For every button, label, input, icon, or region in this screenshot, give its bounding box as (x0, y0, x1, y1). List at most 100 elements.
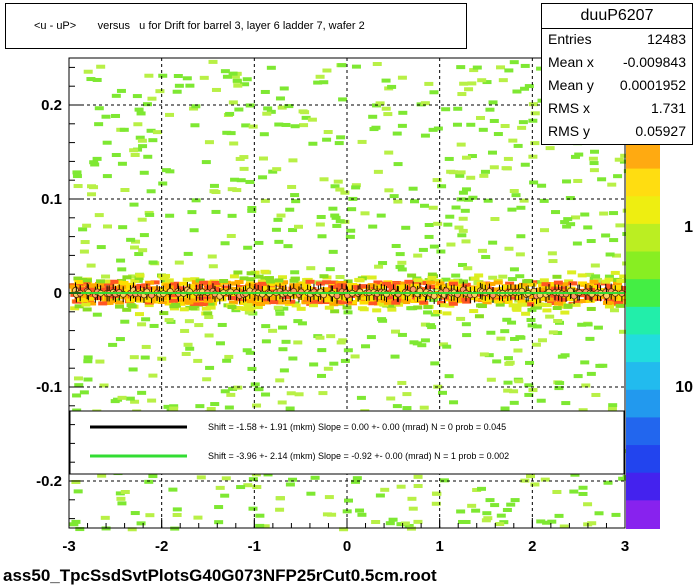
heatmap-cell (424, 234, 434, 239)
heatmap-cell (73, 184, 83, 189)
heatmap-cell (504, 246, 514, 251)
heatmap-cell (313, 80, 323, 85)
axis-ticks: -3 -2 -1 0 1 2 3 0.2 0.1 0 -0.1 -0.2 (36, 66, 629, 555)
heatmap-cell (502, 317, 512, 322)
heatmap-cell (607, 182, 617, 187)
heatmap-cell (310, 296, 320, 301)
heatmap-cell (99, 383, 109, 388)
heatmap-cell (189, 298, 199, 303)
heatmap-cell (389, 194, 399, 199)
heatmap-cell (461, 520, 471, 525)
heatmap-cell (374, 301, 384, 306)
heatmap-cell (184, 319, 194, 324)
heatmap-cell (508, 284, 518, 289)
heatmap-cell (545, 314, 555, 319)
heatmap-cell (524, 383, 534, 388)
heatmap-cell (412, 341, 422, 346)
heatmap-cell (227, 305, 237, 310)
heatmap-cell (194, 323, 204, 328)
heatmap-cell (204, 314, 214, 319)
heatmap-cell (436, 249, 446, 254)
heatmap-cell (507, 320, 517, 325)
heatmap-cell (142, 102, 152, 107)
heatmap-cell (512, 307, 522, 312)
heatmap-cell (534, 302, 544, 307)
heatmap-cell (457, 262, 467, 267)
heatmap-cell (210, 402, 220, 407)
heatmap-cell (383, 112, 393, 117)
heatmap-cell (579, 299, 589, 304)
heatmap-cell (359, 307, 369, 312)
stats-value: 0.05927 (635, 123, 686, 139)
heatmap-cell (496, 513, 506, 518)
heatmap-cell (351, 183, 361, 188)
heatmap-cell (573, 299, 583, 304)
heatmap-cell (140, 355, 150, 360)
heatmap-cell (351, 185, 361, 190)
stats-value: 12483 (647, 31, 686, 47)
heatmap-cell (80, 294, 90, 299)
heatmap-cell (217, 297, 227, 302)
heatmap-cell (247, 299, 257, 304)
heatmap-cell (485, 498, 495, 503)
heatmap-cell (323, 287, 333, 292)
heatmap-cell (526, 317, 536, 322)
heatmap-cell (152, 130, 162, 135)
heatmap-cell (288, 477, 298, 482)
heatmap-cell (406, 526, 416, 531)
heatmap-cell (334, 141, 344, 146)
heatmap-cell (176, 301, 186, 306)
heatmap-cell (536, 398, 546, 403)
heatmap-cell (567, 270, 577, 275)
heatmap-cell (428, 205, 438, 210)
heatmap-cell (508, 303, 518, 308)
heatmap-cell (151, 299, 161, 304)
heatmap-cell (330, 213, 340, 218)
heatmap-cell (87, 283, 97, 288)
heatmap-cell (520, 86, 530, 91)
heatmap-cell (397, 380, 407, 385)
stats-label: RMS y (548, 123, 590, 139)
heatmap-cell (297, 321, 307, 326)
heatmap-cell (608, 295, 618, 300)
profile-point (383, 290, 390, 298)
heatmap-cell (214, 505, 224, 510)
palette-band (626, 445, 660, 474)
heatmap-cell (618, 476, 628, 481)
heatmap-cell (208, 59, 218, 64)
heatmap-cell (552, 274, 562, 279)
heatmap-cell (477, 304, 487, 309)
heatmap-cell (274, 122, 284, 127)
heatmap-cell (127, 304, 137, 309)
heatmap-cell (509, 400, 519, 405)
heatmap-cell (487, 150, 497, 155)
heatmap-cell (337, 63, 347, 68)
heatmap-cell (117, 267, 127, 272)
heatmap-cell (413, 519, 423, 524)
heatmap-cell (252, 299, 262, 304)
heatmap-cell (144, 210, 154, 215)
heatmap-cell (228, 71, 238, 76)
palette-band (626, 140, 660, 170)
heatmap-cell (259, 132, 269, 137)
heatmap-cell (470, 276, 480, 281)
heatmap-cell (161, 168, 171, 173)
heatmap-cell (342, 509, 352, 514)
heatmap-cell (214, 520, 224, 525)
heatmap-cell (228, 100, 238, 105)
heatmap-cell (118, 225, 128, 230)
heatmap-cell (315, 335, 325, 340)
heatmap-cell (427, 275, 437, 280)
palette-band (626, 500, 660, 529)
heatmap-cell (573, 178, 583, 183)
heatmap-cell (213, 283, 223, 288)
heatmap-cell (380, 298, 390, 303)
heatmap-cell (224, 405, 234, 410)
heatmap-cell (190, 123, 200, 128)
palette-band (626, 196, 660, 225)
heatmap-cell (505, 281, 515, 286)
heatmap-cell (290, 270, 300, 275)
heatmap-cell (343, 279, 353, 284)
heatmap-cell (375, 101, 385, 106)
heatmap-cell (509, 188, 519, 193)
